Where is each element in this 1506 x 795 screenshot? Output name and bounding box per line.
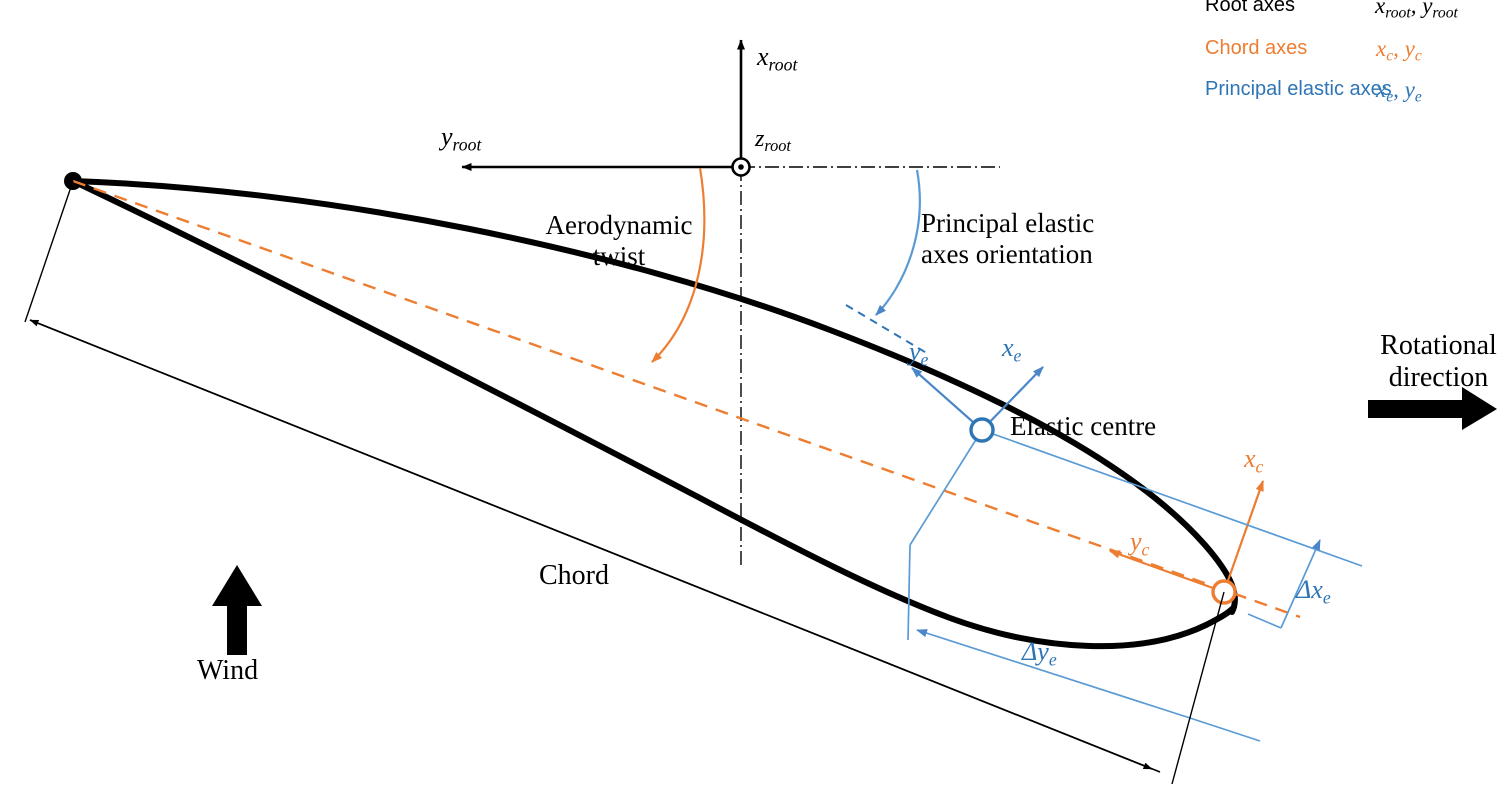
legend-sym-x-root-sub: root [1385,4,1411,22]
aerodynamic-twist-annotation: Aerodynamic twist [524,210,714,272]
legend-label-chord-axes: Chord axes [1205,37,1308,59]
legend-sym-y-e-sub: e [1414,88,1422,106]
y-root-char: y [441,122,453,151]
delta-x-e-label: Δxe [1296,575,1331,608]
chord-extension-line-te [1171,591,1225,785]
legend-row-root: Root axes [1205,0,1295,17]
aerofoil-outline-group [64,172,1238,650]
chord-dimension-line-right-arrow [29,319,1153,770]
y-c-axis-label: yc [1130,527,1149,560]
z-root-axis-label: zroot [755,126,791,156]
legend-row-chord: Chord axes [1205,37,1307,60]
legend-symbol-chord-axes: xc, yc [1376,36,1422,66]
z-root-sub: root [764,135,791,155]
legend-sym-comma-2: , [1393,36,1405,61]
delta-y-e-dimension-line [916,629,1191,719]
x-root-char: x [757,42,769,71]
delta-y-e-label: Δye [1022,637,1057,670]
legend-sym-y-c-sub: c [1414,47,1422,65]
chord-axes-group [72,167,1301,619]
y-e-axis-arrow [911,367,983,431]
x-c-char: x [1244,444,1256,473]
elastic-offset-extension-down [907,544,911,641]
y-root-sub: root [452,134,482,155]
delta-y-e-char: Δy [1022,637,1049,666]
aerodynamic-twist-arrow [651,167,706,363]
aerofoil-upper-surface [70,178,1238,615]
wind-arrow [212,565,262,655]
wind-annotation: Wind [197,655,259,686]
delta-x-e-char: Δx [1296,575,1323,604]
legend-row-elastic: Principal elastic axes [1205,78,1392,101]
rotational-direction-line2: direction [1388,362,1489,394]
chord-dimension-group [24,180,1225,785]
principal-elastic-line2: axes orientation [921,239,1093,270]
z-root-char: z [755,126,765,152]
x-e-axis-arrow [981,366,1044,431]
rotational-direction-annotation: Rotational direction [1376,330,1501,394]
legend-sym-y-root-sub: root [1432,4,1458,22]
y-e-sub: e [920,349,929,370]
y-e-char: y [909,337,921,366]
principal-elastic-orientation-annotation: Principal elastic axes orientation [921,208,1121,270]
rotational-direction-line1: Rotational [1380,330,1497,361]
z-root-origin-dot [738,164,744,170]
y-c-char: y [1130,527,1142,556]
legend-sym-x-e-char: x [1376,77,1387,102]
delta-y-e-extension-right [1189,717,1261,742]
chord-annotation: Chord [539,560,609,591]
x-c-axis-arrow [1222,480,1265,593]
elastic-axes-group [845,169,1363,742]
principal-elastic-line1: Principal elastic [921,208,1095,238]
rotational-direction-arrow-group [1368,387,1497,430]
elastic-centre-circle [969,417,995,443]
elastic-centre-offset-line-y [909,429,983,546]
legend-sym-x-e-sub: e [1386,88,1394,106]
delta-y-e-sub: e [1048,649,1057,670]
legend-sym-x-c-sub: c [1386,47,1394,65]
legend-sym-y-e-char: y [1404,77,1415,102]
chord-dashed-line [72,179,1301,619]
rotational-direction-arrow [1368,387,1497,430]
x-e-axis-label: xe [1002,333,1021,366]
wind-arrow-group [212,565,262,655]
legend-label-elastic-axes: Principal elastic axes [1205,78,1392,100]
x-e-char: x [1002,333,1014,362]
elastic-axis-dashed-guide [845,304,931,356]
x-c-axis-label: xc [1244,444,1263,477]
legend-sym-x-c-char: x [1376,36,1387,61]
legend-label-root-axes: Root axes [1205,0,1296,16]
y-c-axis-arrow [1109,549,1225,594]
legend-sym-comma: , [1410,0,1423,18]
x-e-sub: e [1013,345,1022,366]
aerodynamic-twist-line1: Aerodynamic [545,210,693,240]
legend-symbol-root-axes: xroot, yroot [1375,0,1458,23]
delta-x-e-extension-bottom [1247,613,1282,629]
legend-sym-y-c-char: y [1404,36,1415,61]
y-root-axis-label: yroot [441,122,481,155]
legend-sym-comma-3: , [1393,77,1405,102]
elastic-centre-annotation: Elastic centre [1010,411,1157,441]
chord-extension-line-le [24,180,74,323]
aerodynamic-twist-line2: twist [592,241,646,272]
y-e-axis-label: ye [909,337,928,370]
legend-sym-y-root-char: y [1422,0,1433,18]
aerofoil-lower-surface [70,178,1237,650]
principal-elastic-orientation-arrow [875,169,921,316]
legend-symbol-elastic-axes: xe, ye [1376,77,1422,107]
root-axes-group [461,39,1000,565]
y-c-sub: c [1141,539,1150,560]
x-c-sub: c [1255,456,1264,477]
delta-x-e-dimension-line [1280,539,1321,629]
x-root-sub: root [768,54,798,75]
delta-x-e-sub: e [1322,587,1331,608]
x-root-axis-label: xroot [757,42,797,75]
legend-sym-x-root-char: x [1375,0,1386,18]
elastic-centre-offset-line-x [981,429,1363,567]
